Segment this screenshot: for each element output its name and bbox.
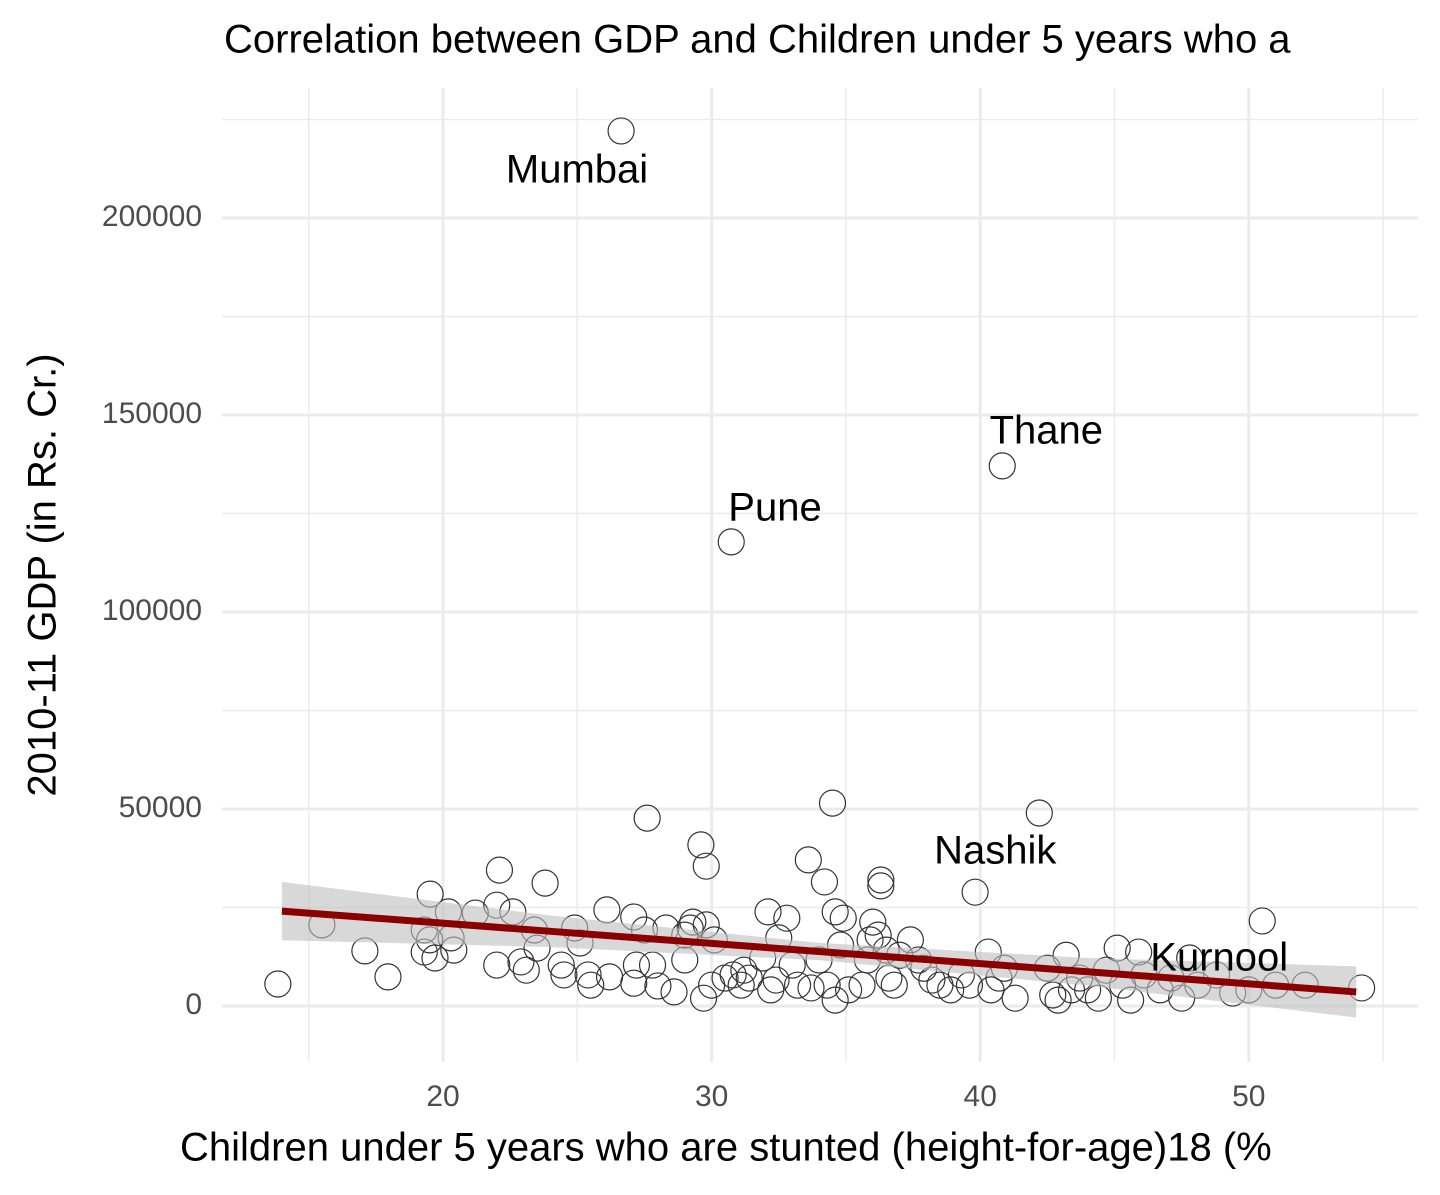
point [687, 831, 715, 859]
point [754, 898, 782, 926]
point [783, 971, 812, 999]
point [689, 984, 718, 1012]
point [727, 971, 755, 999]
point [485, 856, 514, 884]
point [607, 117, 635, 145]
point [421, 944, 449, 972]
y-tick-label: 150000 [102, 397, 202, 430]
point [550, 961, 578, 989]
point [859, 908, 887, 936]
annotation: Thane [990, 409, 1103, 453]
point [835, 976, 863, 1004]
annotation: Pune [728, 486, 821, 530]
point [692, 852, 720, 880]
point [1025, 799, 1053, 827]
point [813, 971, 841, 999]
x-axis-title: Children under 5 years who are stunted (… [180, 1126, 1272, 1170]
point [512, 956, 540, 984]
point [374, 963, 402, 991]
y-tick-label: 200000 [102, 200, 202, 233]
y-tick-label: 100000 [102, 594, 202, 627]
point [1001, 984, 1029, 1012]
point [1044, 986, 1072, 1014]
point [593, 896, 621, 924]
point [810, 868, 839, 896]
point [574, 961, 602, 989]
y-tick-label: 50000 [119, 791, 202, 824]
point [717, 528, 745, 556]
point [644, 972, 672, 1000]
annotation: Kurnool [1150, 936, 1288, 980]
y-tick-label: 0 [185, 988, 202, 1021]
point [867, 866, 895, 894]
point [821, 898, 849, 926]
point [867, 872, 895, 900]
point [880, 971, 908, 999]
point [773, 904, 801, 932]
point [264, 970, 292, 998]
point [483, 951, 511, 979]
x-tick-label: 50 [1232, 1080, 1265, 1113]
point [622, 951, 651, 979]
annotation: Nashik [934, 829, 1057, 873]
point [547, 951, 575, 979]
annotation: Mumbai [506, 147, 648, 191]
point [757, 976, 785, 1004]
point [735, 964, 763, 992]
chart-title: Correlation between GDP and Children und… [224, 18, 1291, 62]
x-tick-label: 30 [695, 1080, 728, 1113]
point [797, 974, 825, 1002]
point [848, 971, 876, 999]
point [762, 966, 790, 994]
x-tick-label: 20 [426, 1080, 459, 1113]
point [507, 948, 535, 976]
x-tick-label: 40 [964, 1080, 997, 1113]
point [988, 452, 1016, 480]
point [633, 804, 661, 832]
point [577, 971, 605, 999]
point [531, 869, 559, 897]
point [937, 976, 965, 1004]
point [620, 969, 648, 997]
trend-line [281, 907, 1357, 996]
point [1248, 907, 1276, 935]
point [821, 986, 849, 1014]
point [875, 964, 903, 992]
point [794, 846, 822, 874]
y-axis-title: 2010-11 GDP (in Rs. Cr.) [21, 353, 65, 796]
point [660, 978, 688, 1006]
point [829, 904, 857, 932]
point [961, 878, 989, 906]
point [1039, 981, 1067, 1009]
point [638, 951, 667, 979]
point [818, 789, 847, 817]
